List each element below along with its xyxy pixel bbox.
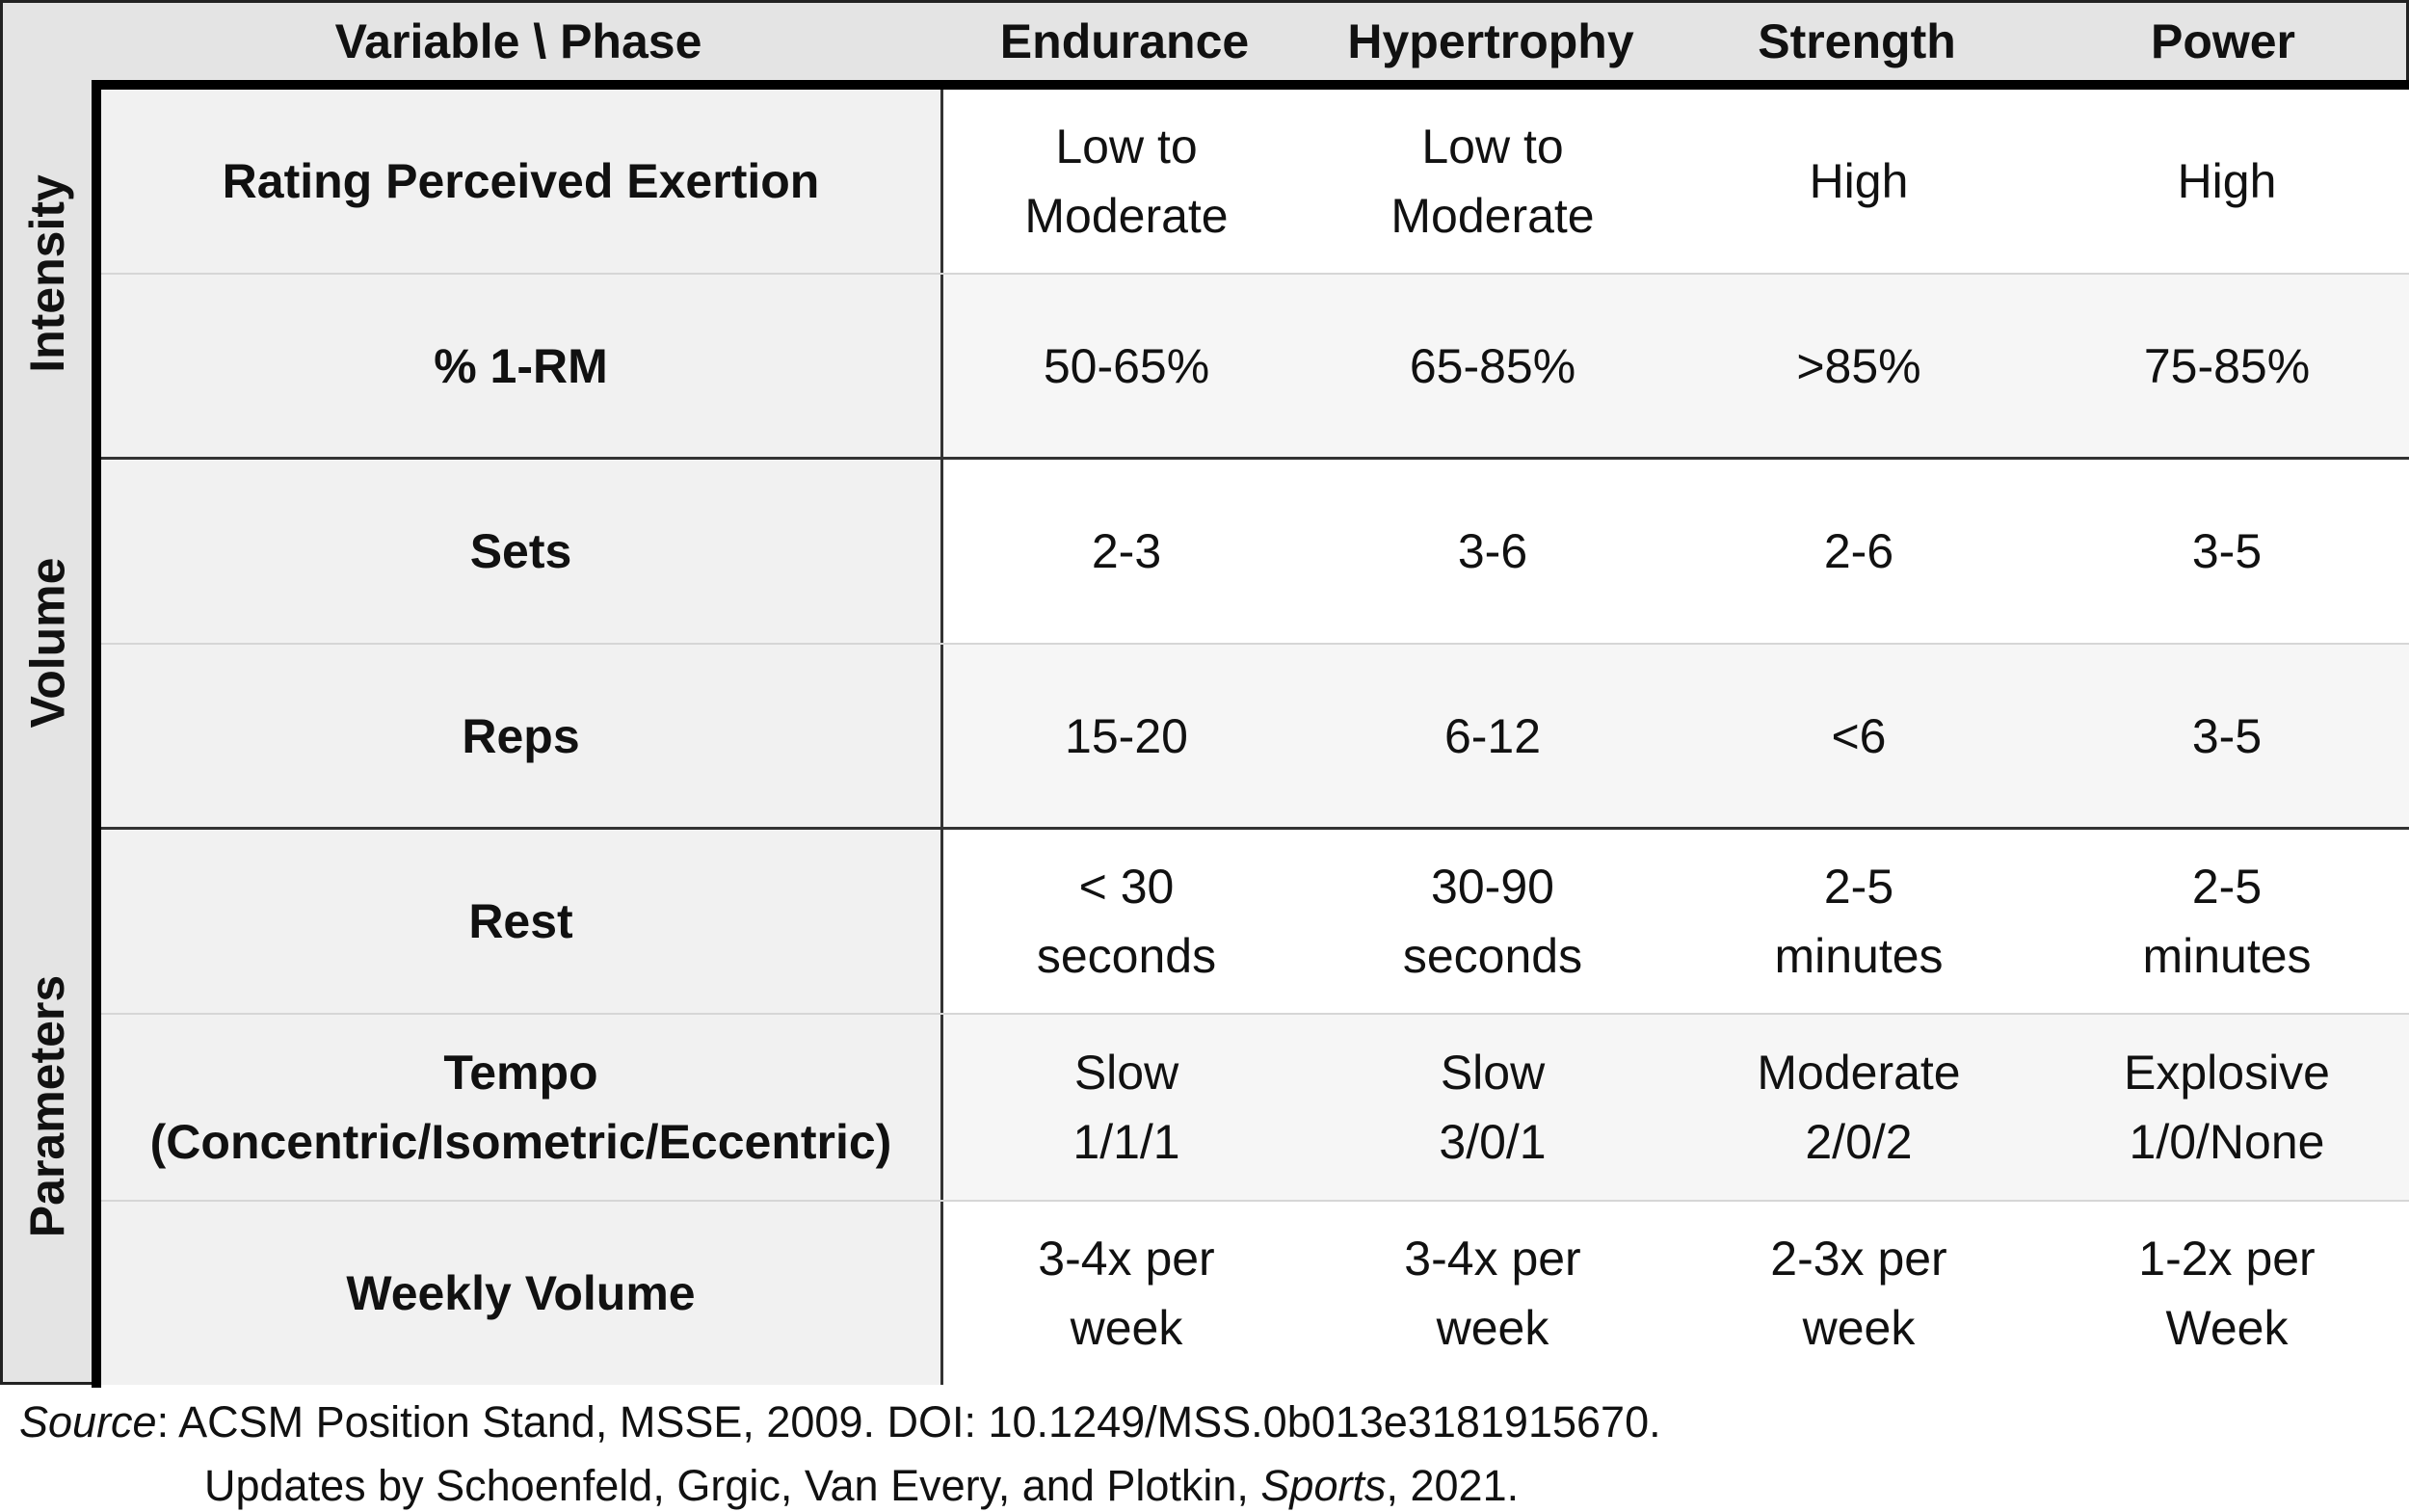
cell-rest-hypertrophy: 30-90 seconds xyxy=(1402,860,1583,983)
group-label-intensity-text: Intensity xyxy=(20,174,74,373)
footnote-source-label: Source xyxy=(19,1397,157,1446)
table-row: Weekly Volume 3-4x per week 3-4x per wee… xyxy=(101,1202,2409,1385)
row-label-rest: Rest xyxy=(101,830,943,1013)
cell-rest-power: 2-5 minutes xyxy=(2142,860,2312,983)
row-label-reps: Reps xyxy=(101,645,943,827)
cell-rpe-endurance: Low to Moderate xyxy=(1024,119,1229,243)
header-endurance: Endurance xyxy=(999,14,1250,68)
group-label-parameters: Parameters xyxy=(3,828,92,1385)
cell-1rm-power: 75-85% xyxy=(2042,275,2409,457)
cell-rest-strength: 2-5 minutes xyxy=(1774,860,1944,983)
table-row: Rating Perceived Exertion Low to Moderat… xyxy=(101,90,2409,275)
table-row: Reps 15-20 6-12 <6 3-5 xyxy=(101,645,2409,830)
cell-tempo-hypertrophy: Slow 3/0/1 xyxy=(1310,1015,1676,1200)
group-label-parameters-text: Parameters xyxy=(20,974,75,1238)
table-row: Tempo (Concentric/Isometric/Eccentric) S… xyxy=(101,1015,2409,1202)
header-power: Power xyxy=(2150,14,2296,68)
footnote-year: , 2021. xyxy=(1386,1461,1520,1510)
row-label-sets: Sets xyxy=(101,460,943,643)
cell-1rm-hypertrophy: 65-85% xyxy=(1310,275,1676,457)
table-frame: Variable \ Phase Endurance Hypertrophy S… xyxy=(0,0,2409,1388)
footnote-journal: Sports xyxy=(1260,1461,1387,1510)
cell-reps-strength: <6 xyxy=(1676,645,2042,827)
source-footnote: Source: ACSM Position Stand, MSSE, 2009.… xyxy=(19,1391,1661,1512)
header-row: Variable \ Phase Endurance Hypertrophy S… xyxy=(95,3,2409,80)
cell-weekly-hypertrophy: 3-4x per week xyxy=(1404,1232,1581,1355)
cell-1rm-endurance: 50-65% xyxy=(943,275,1310,457)
cell-reps-hypertrophy: 6-12 xyxy=(1310,645,1676,827)
table-row: % 1-RM 50-65% 65-85% >85% 75-85% xyxy=(101,275,2409,460)
cell-rest-endurance: < 30 seconds xyxy=(1036,860,1217,983)
header-strength: Strength xyxy=(1758,14,1956,68)
row-label-weekly-volume: Weekly Volume xyxy=(101,1202,943,1385)
cell-sets-power: 3-5 xyxy=(2191,524,2263,578)
cell-reps-power: 3-5 xyxy=(2042,645,2409,827)
data-grid: Rating Perceived Exertion Low to Moderat… xyxy=(92,80,2409,1388)
cell-sets-strength: 2-6 xyxy=(1823,524,1894,578)
group-label-volume: Volume xyxy=(3,458,92,828)
cell-rpe-hypertrophy: Low to Moderate xyxy=(1390,119,1595,243)
row-label-tempo: Tempo (Concentric/Isometric/Eccentric) xyxy=(101,1015,943,1200)
cell-weekly-endurance: 3-4x per week xyxy=(1038,1232,1215,1355)
cell-weekly-power: 1-2x per Week xyxy=(2138,1232,2316,1355)
cell-weekly-strength: 2-3x per week xyxy=(1770,1232,1947,1355)
footnote-line-2: Updates by Schoenfeld, Grgic, Van Every,… xyxy=(19,1454,1661,1512)
table-row: Rest < 30 seconds 30-90 seconds 2-5 minu… xyxy=(101,830,2409,1015)
footnote-updates: Updates by Schoenfeld, Grgic, Van Every,… xyxy=(204,1461,1261,1510)
cell-sets-endurance: 2-3 xyxy=(1091,524,1162,578)
cell-tempo-power: Explosive 1/0/None xyxy=(2042,1015,2409,1200)
group-label-intensity: Intensity xyxy=(3,90,92,458)
cell-rpe-power: High xyxy=(2177,154,2277,208)
cell-rpe-strength: High xyxy=(1809,154,1909,208)
cell-sets-hypertrophy: 3-6 xyxy=(1457,524,1528,578)
cell-tempo-endurance: Slow 1/1/1 xyxy=(943,1015,1310,1200)
footnote-citation: : ACSM Position Stand, MSSE, 2009. DOI: … xyxy=(156,1397,1661,1446)
row-label-rpe: Rating Perceived Exertion xyxy=(101,90,943,273)
table-row: Sets 2-3 3-6 2-6 3-5 xyxy=(101,460,2409,645)
cell-reps-endurance: 15-20 xyxy=(943,645,1310,827)
header-hypertrophy: Hypertrophy xyxy=(1347,14,1634,68)
group-label-volume-text: Volume xyxy=(20,557,75,729)
footnote-line-1: Source: ACSM Position Stand, MSSE, 2009.… xyxy=(19,1397,1661,1446)
cell-tempo-strength: Moderate 2/0/2 xyxy=(1676,1015,2042,1200)
header-corner: Variable \ Phase xyxy=(334,14,702,68)
row-label-1rm: % 1-RM xyxy=(101,275,943,457)
cell-1rm-strength: >85% xyxy=(1676,275,2042,457)
